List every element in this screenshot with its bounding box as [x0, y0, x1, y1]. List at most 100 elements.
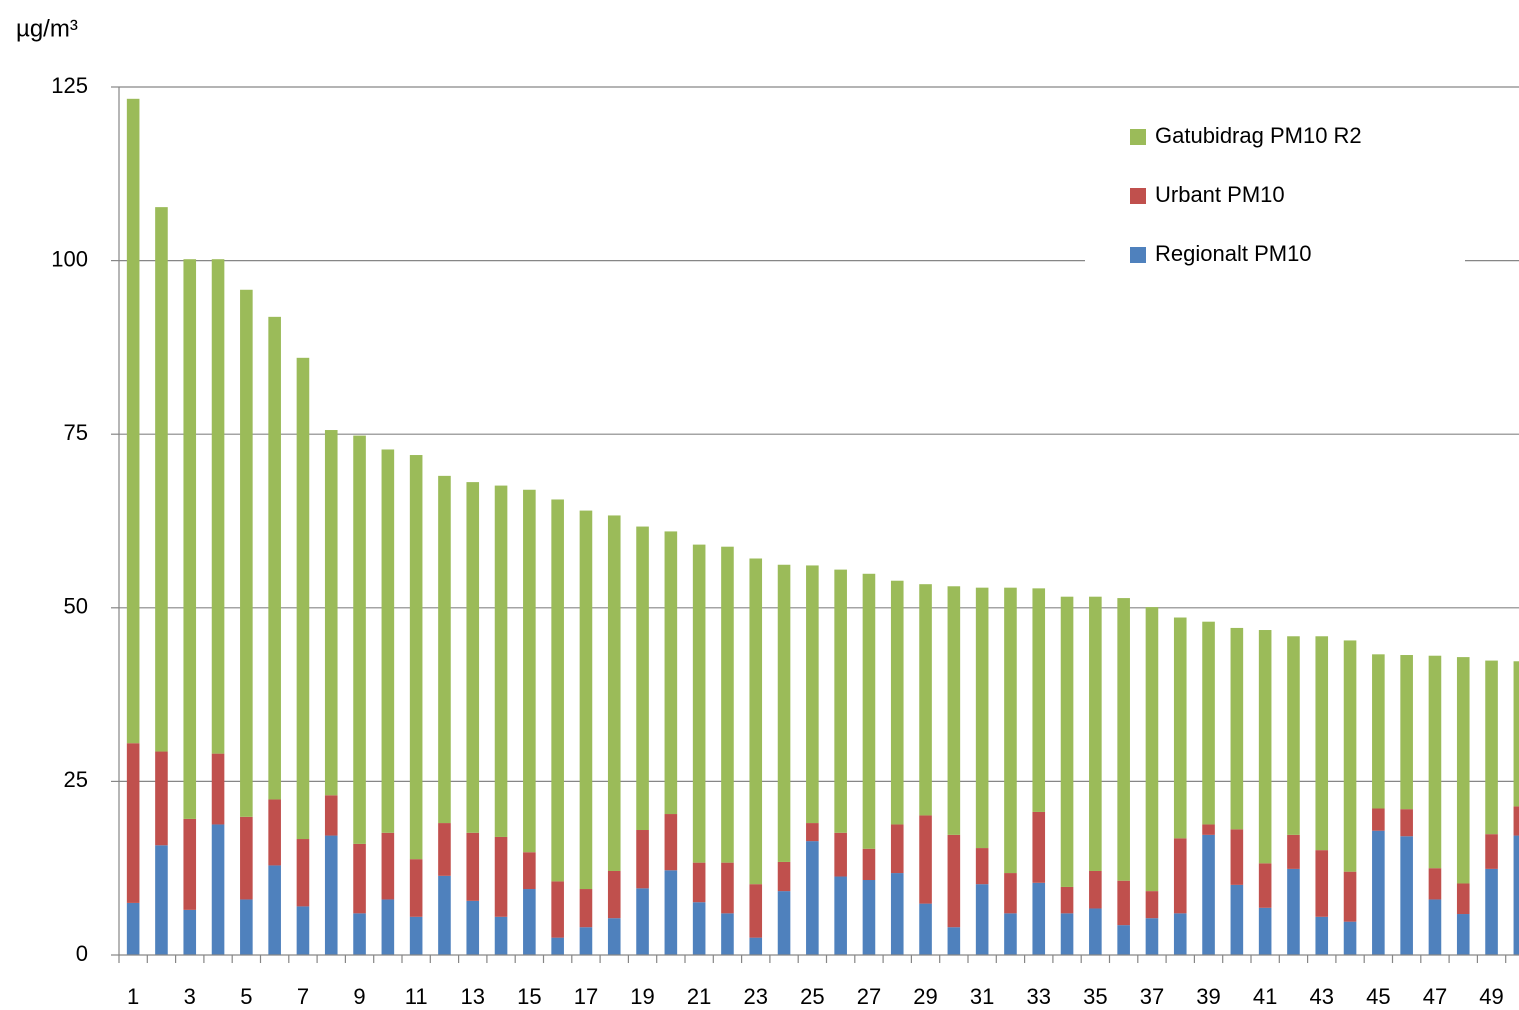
x-tick-label: 13 [461, 984, 485, 1009]
bar-segment [1202, 824, 1215, 835]
bar-segment [211, 824, 225, 955]
bar-segment [1117, 880, 1130, 926]
bar-segment [975, 848, 989, 885]
legend-label: Gatubidrag PM10 R2 [1155, 123, 1362, 148]
bar-segment [381, 899, 395, 955]
bar-segment [240, 899, 253, 955]
bar-segment [692, 544, 706, 863]
bar-segment [1456, 914, 1470, 955]
bar-segment [1032, 882, 1046, 955]
bar-segment [692, 902, 706, 955]
y-tick-label: 100 [51, 246, 88, 271]
bar-segment [721, 862, 734, 914]
bar-segment [890, 580, 904, 825]
bar-segment [1372, 808, 1385, 831]
bar-segment [1513, 806, 1519, 836]
bar-segment [749, 884, 763, 938]
bar-segment [806, 841, 819, 955]
bar-segment [438, 475, 451, 824]
bar-segment [1032, 811, 1046, 883]
bar-segment [353, 435, 366, 844]
bar-segment [1258, 630, 1272, 864]
x-tick-label: 25 [800, 984, 824, 1009]
bar-segment [1089, 908, 1102, 955]
bar-segment [692, 862, 706, 903]
bar-segment [607, 515, 621, 871]
bar-segment [1400, 809, 1413, 837]
bar-segment [1004, 873, 1017, 914]
bar-segment [1202, 621, 1215, 825]
bar-segment [466, 482, 480, 833]
y-tick-label: 0 [76, 941, 88, 966]
bar-segment [466, 832, 480, 901]
bar-segment [240, 289, 253, 817]
bar-segment [1089, 870, 1102, 909]
y-tick-label: 75 [64, 420, 88, 445]
bar-segment [636, 888, 649, 955]
bar-segment [268, 865, 281, 955]
bar-segment [1456, 883, 1470, 915]
bar-segment [1117, 925, 1130, 955]
bar-segment [1343, 640, 1357, 872]
bar-segment [155, 751, 168, 846]
bar-segment [1428, 655, 1442, 869]
bar-segment [1230, 627, 1244, 830]
x-tick-label: 17 [574, 984, 598, 1009]
bar-segment [1315, 850, 1329, 917]
bar-segment [551, 937, 564, 955]
bar-segment [296, 906, 310, 955]
bar-segment [296, 839, 310, 907]
bar-segment [155, 207, 168, 752]
bar-segment [438, 823, 451, 876]
bar-segment [1287, 636, 1300, 835]
bar-segment [1173, 838, 1187, 914]
bar-segment [919, 584, 932, 816]
bar-segment [1372, 654, 1385, 809]
x-tick-label: 45 [1366, 984, 1390, 1009]
bar-segment [1145, 607, 1159, 892]
bar-segment [1145, 918, 1159, 955]
bar-segment [523, 489, 536, 853]
x-tick-label: 15 [517, 984, 541, 1009]
bar-segment [636, 526, 649, 831]
bar-segment [324, 835, 338, 955]
bar-segment [1004, 913, 1017, 955]
bar-segment [1117, 598, 1130, 881]
legend-box [1085, 115, 1465, 285]
bar-segment [523, 852, 536, 890]
bar-segment [1485, 868, 1498, 955]
bar-segment [268, 316, 281, 800]
bar-segment [1145, 891, 1159, 919]
bar-segment [1372, 830, 1385, 955]
bar-segment [919, 903, 932, 955]
y-tick-label: 125 [51, 73, 88, 98]
bar-segment [862, 573, 876, 849]
bar-segment [721, 913, 734, 955]
bar-segment [409, 859, 423, 917]
x-tick-label: 3 [184, 984, 196, 1009]
bar-segment [1428, 899, 1442, 955]
bar-segment [296, 357, 310, 840]
bar-segment [919, 815, 932, 904]
bar-segment [947, 927, 961, 955]
x-tick-label: 5 [240, 984, 252, 1009]
bar-segment [1173, 913, 1187, 955]
bar-segment [1513, 661, 1519, 807]
bar-segment [862, 880, 876, 955]
bar-segment [551, 499, 564, 882]
bar-segment [1060, 913, 1074, 955]
bar-segment [1315, 916, 1329, 955]
bar-segment [636, 830, 649, 889]
bar-segment [126, 743, 140, 903]
bar-segment [1258, 907, 1272, 955]
bar-segment [324, 430, 338, 796]
bar-segment [1202, 834, 1215, 955]
bar-segment [1485, 660, 1498, 835]
bar-segment [834, 832, 847, 877]
bar-segment [1287, 834, 1300, 869]
legend-swatch [1130, 247, 1146, 263]
x-tick-label: 31 [970, 984, 994, 1009]
bar-segment [183, 909, 197, 955]
bar-segment [551, 881, 564, 938]
bar-segment [862, 848, 876, 881]
